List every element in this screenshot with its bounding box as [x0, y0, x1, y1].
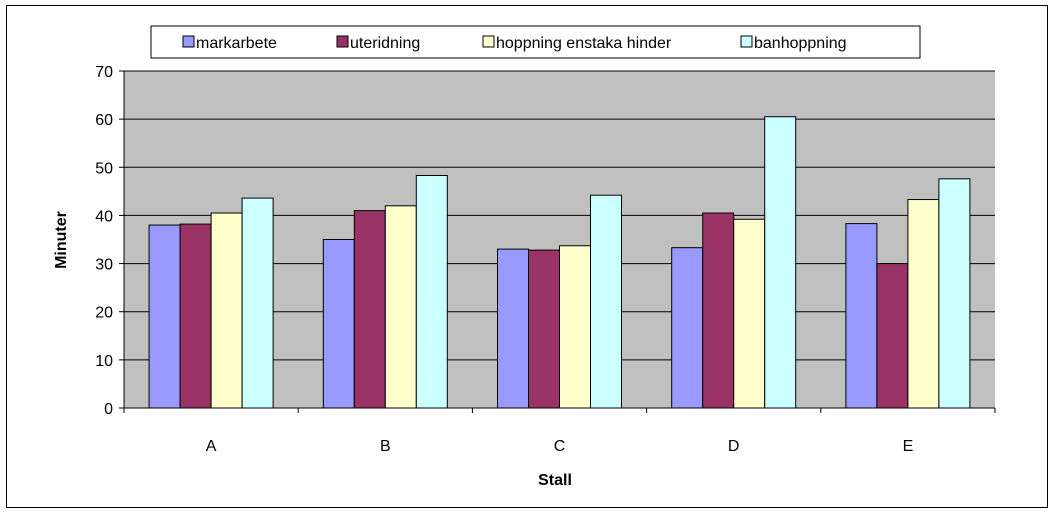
legend-swatch	[336, 35, 349, 48]
bar-E-uteridning	[876, 263, 909, 409]
y-tick-label: 70	[95, 64, 113, 81]
legend-label: markarbete	[196, 35, 277, 52]
x-tick-label: B	[380, 438, 391, 455]
bar-A-hoppning-enstaka-hinder	[210, 212, 243, 409]
legend-swatch	[482, 35, 495, 48]
x-tick-label: A	[206, 438, 217, 455]
bar-E-banhoppning	[938, 178, 971, 409]
bar-C-hoppning-enstaka-hinder	[559, 245, 591, 409]
bar-A-banhoppning	[241, 197, 274, 409]
bar-D-hoppning-enstaka-hinder	[733, 218, 766, 409]
legend-label: hoppning enstaka hinder	[496, 35, 672, 52]
bar-B-uteridning	[353, 210, 386, 409]
legend-swatch	[182, 35, 195, 48]
x-tick-label: E	[903, 438, 914, 455]
bar-D-banhoppning	[764, 116, 797, 409]
bar-B-markarbete	[322, 239, 355, 409]
x-tick-labels: A B C D E	[123, 408, 996, 455]
bar-A-uteridning	[179, 223, 212, 409]
legend: markarbete uteridning hoppning enstaka hin…	[150, 25, 921, 59]
legend-swatch	[740, 35, 753, 48]
bar-B-banhoppning	[415, 174, 448, 409]
y-tick-label: 10	[95, 353, 113, 370]
y-tick-label: 60	[95, 112, 113, 129]
legend-label: banhoppning	[754, 35, 847, 52]
y-tick-label: 50	[95, 160, 113, 177]
y-tick-label: 40	[95, 208, 113, 225]
legend-box	[150, 25, 921, 59]
y-axis-title: Minuter	[53, 211, 70, 269]
bar-B-hoppning-enstaka-hinder	[384, 205, 417, 409]
bar-A-markarbete	[148, 224, 181, 409]
y-tick-label: 30	[95, 257, 113, 274]
y-tick-label: 20	[95, 305, 113, 322]
bar-D-uteridning	[702, 212, 735, 409]
bar-D-markarbete	[671, 247, 704, 409]
bar-E-markarbete	[845, 223, 878, 409]
x-axis-title: Stall	[538, 472, 572, 489]
legend-label: uteridning	[350, 35, 420, 52]
bar-C-banhoppning	[590, 194, 622, 409]
x-tick-label: C	[554, 438, 566, 455]
x-tick-label: D	[728, 438, 740, 455]
y-tick-label: 0	[104, 401, 113, 418]
bar-C-markarbete	[497, 248, 529, 409]
bar-C-uteridning	[528, 249, 560, 409]
bar-E-hoppning-enstaka-hinder	[907, 199, 940, 409]
y-tick-labels: 0 10 20 30 40 50 60 70	[95, 64, 124, 418]
